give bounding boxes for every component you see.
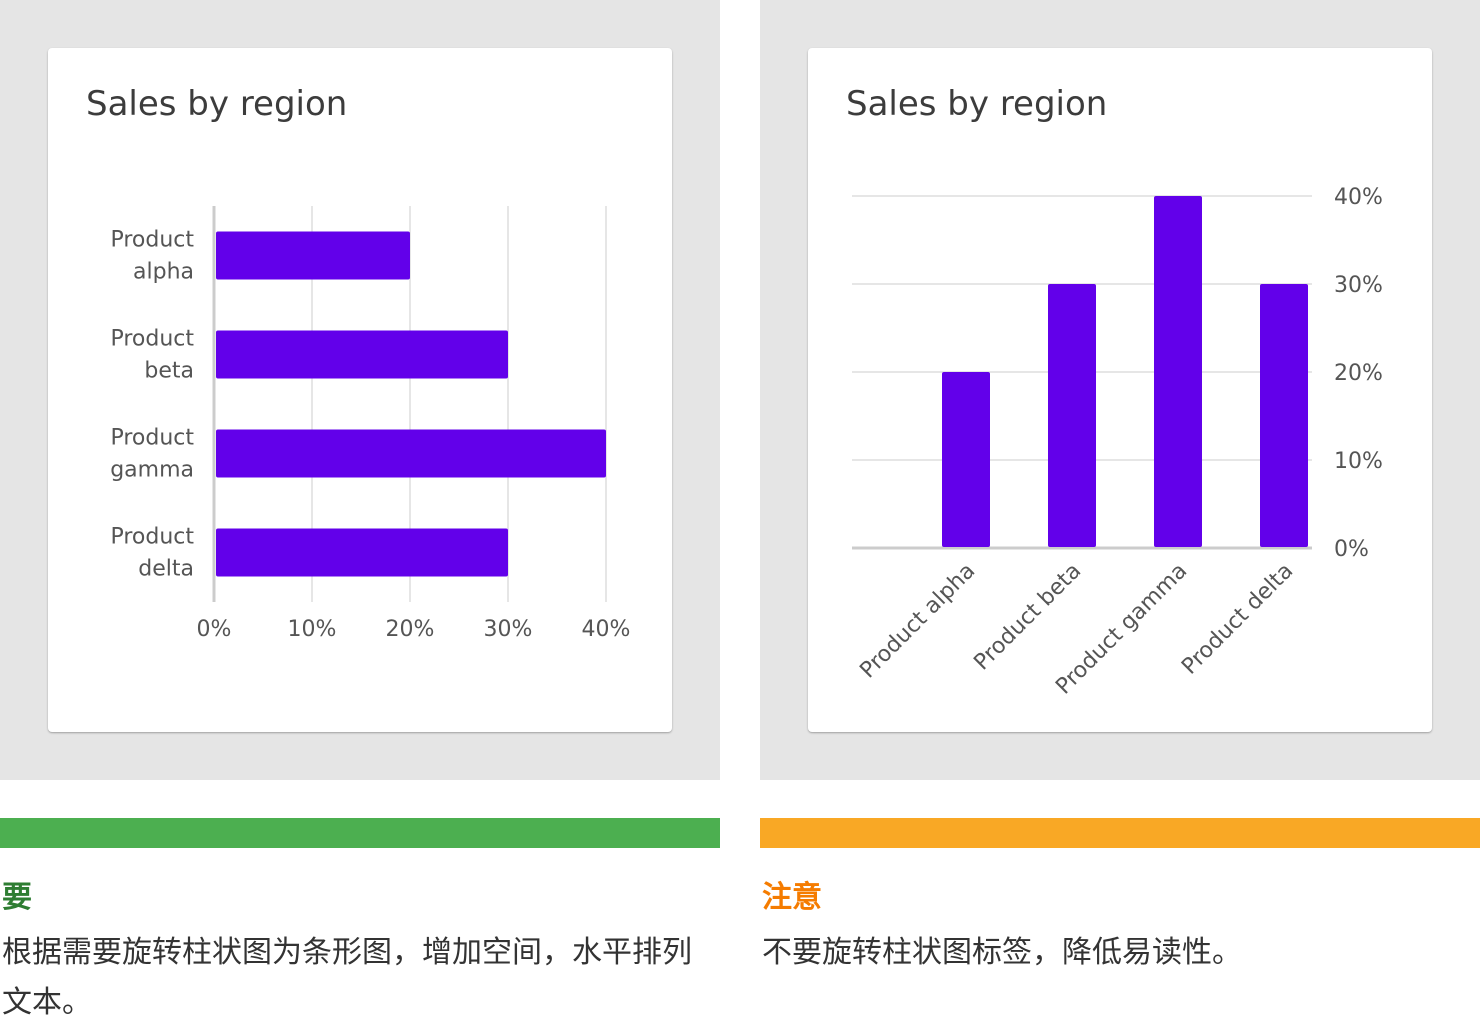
y-tick-label: 20% (1334, 361, 1383, 386)
do-indicator-bar (0, 818, 720, 848)
bar (216, 330, 508, 379)
caution-label: 注意 (762, 880, 822, 915)
bar (216, 429, 606, 478)
vertical-bar-chart-card: Sales by region 0% 10% 20% 30% 40% Product al… (808, 48, 1432, 732)
category-label: Product beta (110, 327, 194, 384)
caution-indicator-bar (760, 818, 1480, 848)
bar (1154, 196, 1202, 547)
category-label: Product gamma (110, 426, 194, 483)
category-label: Product delta (1177, 559, 1298, 680)
caution-example-panel: Sales by region 0% 10% 20% 30% 40% Product al… (760, 0, 1480, 780)
x-tick-label: 10% (288, 617, 337, 642)
do-label: 要 (2, 880, 32, 915)
horizontal-bar-chart-card: Sales by region 0% 10% 20% 30% 40% Product alp… (48, 48, 672, 732)
bar (1048, 284, 1096, 547)
category-label: Product delta (110, 525, 194, 582)
bar (216, 231, 410, 280)
x-tick-label: 20% (386, 617, 435, 642)
y-tick-label: 40% (1334, 185, 1383, 210)
category-label: Product alpha (110, 228, 194, 285)
x-tick-label: 30% (484, 617, 533, 642)
chart-title: Sales by region (86, 84, 348, 124)
bar (1260, 284, 1308, 547)
bar (942, 372, 990, 547)
y-tick-label: 30% (1334, 273, 1383, 298)
y-tick-label: 10% (1334, 449, 1383, 474)
category-label: Product alpha (855, 559, 980, 684)
horizontal-bar-chart: 0% 10% 20% 30% 40% Product alpha Product beta Pro… (110, 206, 631, 642)
caution-description: 不要旋转柱状图标签，降低易读性。 (762, 935, 1242, 970)
category-label: Product beta (969, 559, 1086, 676)
x-tick-label: 0% (197, 617, 232, 642)
chart-title: Sales by region (846, 84, 1108, 124)
do-example-panel: Sales by region 0% 10% 20% 30% 40% Product alp… (0, 0, 720, 780)
y-tick-label: 0% (1334, 537, 1369, 562)
x-tick-label: 40% (582, 617, 631, 642)
bar (216, 528, 508, 577)
do-description: 根据需要旋转柱状图为条形图，增加空间，水平排列文本。 (2, 935, 692, 1020)
